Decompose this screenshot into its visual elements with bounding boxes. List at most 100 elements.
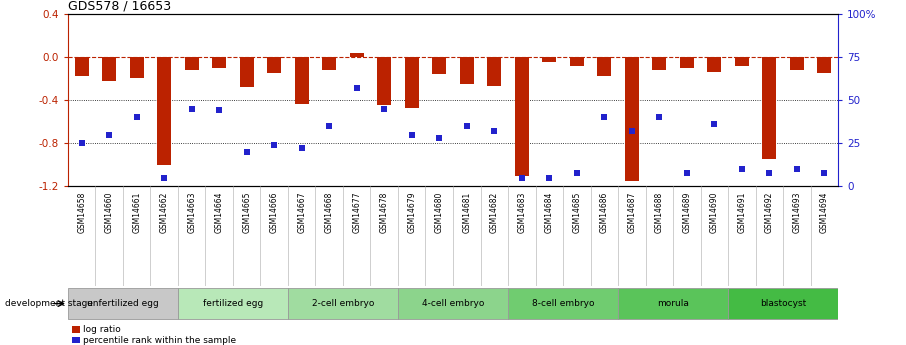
Point — [680, 170, 694, 175]
Text: GSM14662: GSM14662 — [159, 191, 169, 233]
Bar — [735, 57, 748, 66]
Bar — [158, 57, 171, 165]
Bar — [817, 57, 831, 73]
Text: GSM14661: GSM14661 — [132, 191, 141, 233]
Point — [74, 140, 89, 146]
Text: GSM14688: GSM14688 — [655, 191, 664, 233]
Text: GSM14664: GSM14664 — [215, 191, 224, 233]
Text: GSM14689: GSM14689 — [682, 191, 691, 233]
Bar — [294, 57, 309, 104]
Text: unfertilized egg: unfertilized egg — [87, 299, 159, 308]
Point — [487, 128, 502, 134]
Bar — [185, 57, 198, 70]
Text: GSM14682: GSM14682 — [490, 191, 499, 233]
Point — [542, 175, 556, 180]
Bar — [212, 57, 226, 68]
Text: GSM14692: GSM14692 — [765, 191, 774, 233]
Text: GSM14658: GSM14658 — [77, 191, 86, 233]
Bar — [790, 57, 804, 70]
Point — [350, 85, 364, 91]
Text: GSM14693: GSM14693 — [792, 191, 801, 233]
Bar — [508, 288, 618, 319]
Bar — [763, 57, 776, 159]
Text: GSM14681: GSM14681 — [462, 191, 471, 233]
Bar — [267, 57, 281, 73]
Point — [322, 123, 336, 129]
Bar — [75, 57, 89, 76]
Point — [515, 175, 529, 180]
Text: GSM14685: GSM14685 — [573, 191, 582, 233]
Point — [130, 115, 144, 120]
Point — [707, 121, 721, 127]
Text: GSM14690: GSM14690 — [709, 191, 718, 233]
Point — [624, 128, 639, 134]
Text: 8-cell embryo: 8-cell embryo — [532, 299, 594, 308]
Text: blastocyst: blastocyst — [760, 299, 806, 308]
Bar — [398, 288, 508, 319]
Point — [294, 146, 309, 151]
Point — [817, 170, 832, 175]
Bar — [728, 288, 838, 319]
Point — [102, 132, 117, 137]
Text: 2-cell embryo: 2-cell embryo — [312, 299, 374, 308]
Point — [267, 142, 282, 148]
Text: GSM14668: GSM14668 — [324, 191, 333, 233]
Bar — [288, 288, 398, 319]
Text: morula: morula — [657, 299, 689, 308]
Point — [212, 108, 226, 113]
Text: GSM14691: GSM14691 — [737, 191, 747, 233]
Text: GSM14666: GSM14666 — [270, 191, 279, 233]
Bar — [708, 57, 721, 72]
Text: GSM14677: GSM14677 — [352, 191, 361, 233]
Text: GSM14663: GSM14663 — [188, 191, 197, 233]
Text: GSM14683: GSM14683 — [517, 191, 526, 233]
Point — [157, 175, 171, 180]
Text: GSM14694: GSM14694 — [820, 191, 829, 233]
Bar — [543, 57, 556, 62]
Bar — [240, 57, 254, 87]
Text: GSM14678: GSM14678 — [380, 191, 389, 233]
Bar — [405, 57, 419, 108]
Text: GSM14687: GSM14687 — [627, 191, 636, 233]
Point — [239, 149, 254, 155]
Point — [652, 115, 667, 120]
Point — [735, 166, 749, 172]
Text: GSM14684: GSM14684 — [545, 191, 554, 233]
Point — [597, 115, 612, 120]
Text: GDS578 / 16653: GDS578 / 16653 — [68, 0, 171, 13]
Bar — [597, 57, 612, 76]
Text: GSM14665: GSM14665 — [242, 191, 251, 233]
Bar — [130, 57, 143, 79]
Bar — [178, 288, 288, 319]
Point — [789, 166, 804, 172]
Point — [432, 135, 447, 141]
Bar — [102, 57, 116, 81]
Point — [377, 106, 391, 111]
Text: GSM14679: GSM14679 — [407, 191, 416, 233]
Legend: log ratio, percentile rank within the sample: log ratio, percentile rank within the sa… — [72, 325, 236, 345]
Point — [185, 106, 199, 111]
Bar — [378, 57, 391, 106]
Point — [459, 123, 474, 129]
Text: development stage: development stage — [5, 299, 92, 308]
Bar — [68, 288, 178, 319]
Point — [570, 170, 584, 175]
Text: fertilized egg: fertilized egg — [203, 299, 263, 308]
Text: GSM14680: GSM14680 — [435, 191, 444, 233]
Bar — [652, 57, 666, 70]
Bar — [432, 57, 446, 74]
Bar — [680, 57, 694, 68]
Bar — [570, 57, 583, 66]
Point — [404, 132, 419, 137]
Bar — [460, 57, 474, 84]
Bar — [618, 288, 728, 319]
Bar — [515, 57, 528, 176]
Text: 4-cell embryo: 4-cell embryo — [422, 299, 484, 308]
Bar — [350, 52, 363, 57]
Bar — [625, 57, 639, 181]
Text: GSM14686: GSM14686 — [600, 191, 609, 233]
Text: GSM14660: GSM14660 — [105, 191, 114, 233]
Text: GSM14667: GSM14667 — [297, 191, 306, 233]
Point — [762, 170, 776, 175]
Bar — [323, 57, 336, 70]
